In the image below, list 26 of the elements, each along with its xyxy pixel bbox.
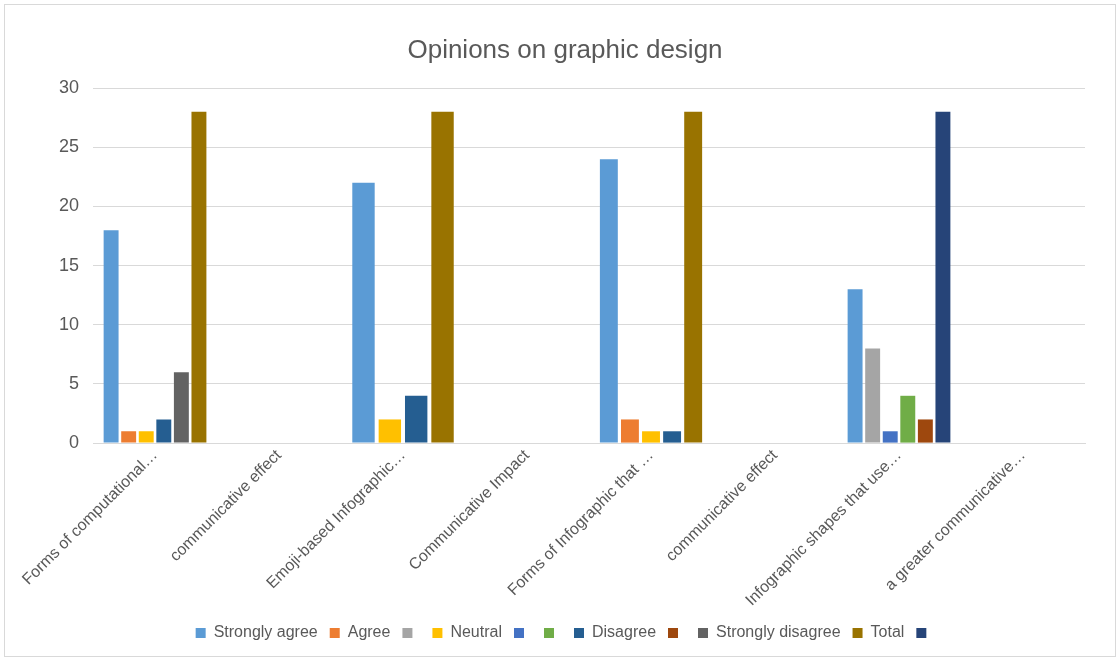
bar	[620, 419, 639, 443]
bar	[138, 431, 154, 443]
bar	[599, 159, 618, 443]
legend-label: Total	[870, 623, 905, 641]
legend-label: Strongly disagree	[716, 623, 841, 641]
y-tick-label: 10	[58, 313, 80, 334]
legend-label: Strongly agree	[213, 623, 318, 641]
chart-title: Opinions on graphic design	[407, 33, 723, 64]
bar	[684, 111, 703, 443]
bar	[917, 419, 933, 443]
bar	[103, 230, 119, 443]
y-tick-label: 25	[58, 136, 80, 157]
legend-label: Neutral	[450, 623, 502, 641]
y-tick-label: 15	[58, 254, 80, 275]
bar	[865, 348, 881, 443]
bar	[173, 372, 189, 443]
bar	[121, 431, 137, 443]
y-tick-label: 20	[58, 195, 80, 216]
bar	[882, 431, 898, 443]
y-tick-label: 5	[69, 372, 80, 393]
bar	[935, 111, 951, 443]
y-tick-label: 0	[69, 432, 80, 453]
legend-label: Agree	[347, 623, 391, 641]
y-tick-label: 30	[58, 77, 80, 98]
legend-label: Disagree	[592, 623, 657, 641]
bar	[900, 395, 916, 443]
